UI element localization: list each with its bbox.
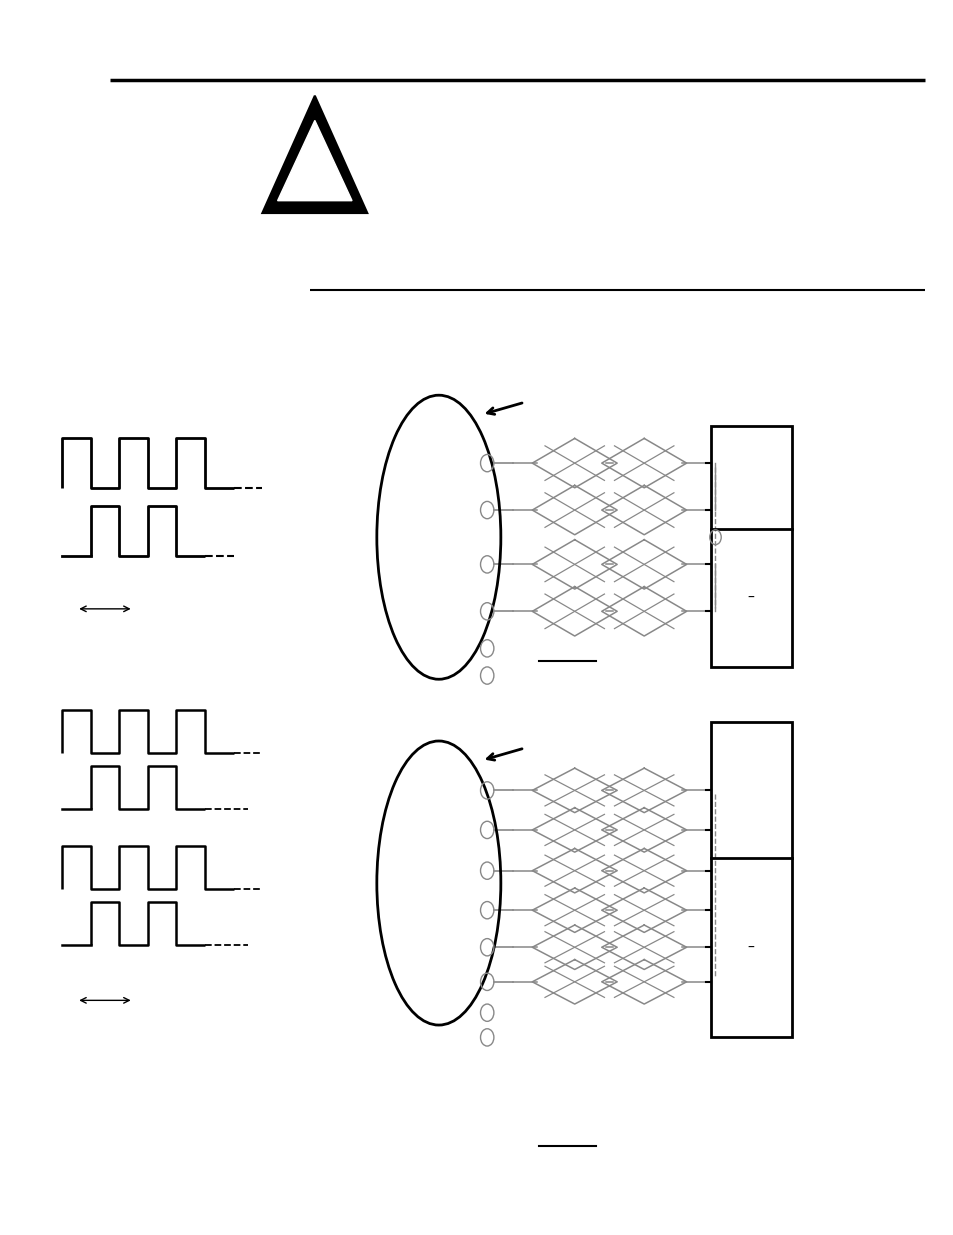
Polygon shape [262,96,367,214]
Text: –: – [747,590,754,605]
Bar [710,426,791,667]
Polygon shape [277,121,352,201]
Bar [710,722,791,1037]
Text: –: – [747,941,754,955]
